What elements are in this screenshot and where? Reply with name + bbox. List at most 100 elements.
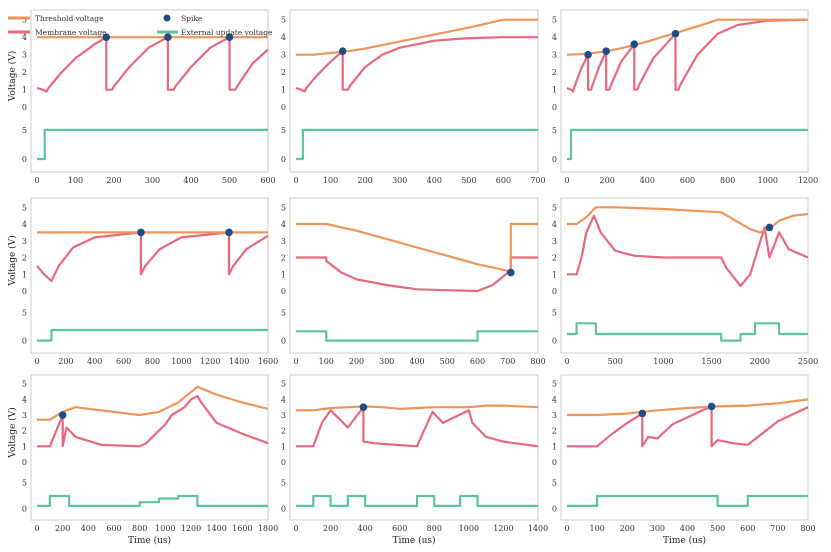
x-tick-label: 600 [116, 357, 131, 366]
y-tick-label: 0 [281, 155, 286, 164]
membrane-voltage-line [296, 256, 538, 293]
y-tick-label: 1 [552, 86, 557, 95]
membrane-voltage-line [566, 18, 809, 93]
y-tick-label: 0 [22, 287, 27, 296]
y-tick-label: 1 [281, 442, 286, 451]
y-axis-label: Voltage (V) [7, 51, 18, 102]
external-update-voltage-line [567, 128, 808, 161]
x-tick-label: 1200 [493, 524, 513, 533]
y-tick-label: 0 [281, 287, 286, 296]
y-tick-label: 3 [22, 51, 27, 60]
x-tick-label: 600 [740, 524, 755, 533]
x-tick-label: 1600 [258, 357, 278, 366]
x-tick-label: 800 [720, 176, 735, 185]
y-tick-label: 4 [552, 220, 557, 229]
y-tick-label: 5 [552, 203, 557, 212]
x-tick-label: 400 [183, 176, 198, 185]
x-tick-label: 0 [564, 176, 569, 185]
x-tick-label: 2000 [750, 357, 770, 366]
threshold-voltage-line [567, 206, 809, 234]
external-update-voltage-line [296, 494, 538, 507]
threshold-voltage-line [296, 222, 538, 272]
spike-marker [225, 33, 234, 42]
y-tick-label: 4 [22, 33, 27, 42]
external-update-voltage-line [567, 322, 808, 342]
x-tick-label: 1000 [758, 176, 778, 185]
y-tick-label: 0 [552, 337, 557, 346]
spike-marker [602, 47, 610, 56]
chart-panel-2: 0 5 0 1 2 3 4 5 0 100 200 300 400 500 600 700 [281, 9, 546, 185]
legend-external-label: External update voltage [181, 28, 273, 37]
x-tick-label: 1200 [200, 357, 220, 366]
y-tick-label: 4 [552, 33, 557, 42]
y-tick-label: 5 [552, 126, 557, 135]
y-tick-label: 0 [552, 458, 557, 467]
plot-frame [30, 197, 269, 354]
spike-marker [359, 403, 368, 411]
x-tick-label: 0 [34, 176, 39, 185]
x-tick-label: 300 [392, 176, 407, 185]
x-tick-label: 2500 [798, 357, 818, 366]
x-tick-label: 600 [496, 176, 511, 185]
spike-marker [102, 33, 111, 42]
y-tick-label: 5 [22, 126, 27, 135]
x-tick-label: 1200 [181, 524, 201, 533]
y-axis-label: Voltage (V) [7, 407, 18, 458]
x-tick-label: 400 [358, 524, 373, 533]
membrane-voltage-line [37, 395, 269, 448]
external-update-voltage-line [567, 494, 808, 507]
x-tick-label: 400 [81, 524, 96, 533]
y-tick-label: 0 [552, 504, 557, 513]
x-tick-label: 700 [770, 524, 785, 533]
x-tick-label: 1000 [155, 524, 175, 533]
x-tick-label: 1500 [701, 357, 721, 366]
x-tick-label: 600 [106, 524, 121, 533]
x-tick-label: 0 [564, 357, 569, 366]
spike-marker [638, 409, 647, 418]
external-update-voltage-line [296, 330, 538, 342]
legend: Threshold voltage Membrane voltage Spike… [8, 14, 273, 37]
chart-panel-6: 0 5 0 1 2 3 4 5 0 500 1000 1500 2000 2500 [552, 197, 818, 366]
spike-marker [58, 411, 67, 419]
x-tick-label: 500 [710, 524, 725, 533]
external-update-voltage-line [37, 128, 268, 161]
membrane-voltage-line [296, 406, 539, 448]
threshold-voltage-line [37, 385, 269, 421]
x-axis-label: Time (us) [663, 535, 706, 546]
x-tick-label: 100 [319, 357, 334, 366]
plot-frame [289, 374, 539, 521]
plot-frame [30, 374, 269, 521]
y-tick-label: 5 [22, 203, 27, 212]
y-tick-label: 1 [22, 270, 27, 279]
plot-frame [560, 374, 809, 521]
y-tick-label: 4 [552, 395, 557, 404]
plot-frame [560, 9, 809, 173]
chart-panel-1: 0 5 0 1 2 3 4 5 0 100 200 300 400 500 600 Voltage (V) [7, 9, 276, 185]
x-axis-label: Time (us) [128, 535, 171, 546]
x-tick-label: 500 [461, 176, 476, 185]
external-update-voltage-line [37, 328, 268, 342]
x-tick-label: 100 [589, 524, 604, 533]
x-tick-label: 800 [145, 357, 160, 366]
y-tick-label: 5 [552, 478, 557, 487]
x-tick-label: 600 [392, 524, 407, 533]
chart-panel-7: 0 5 0 1 2 3 4 5 0 200 400 600 800 1000 1200 1400 1600 180… [7, 374, 278, 546]
x-tick-label: 1400 [206, 524, 226, 533]
y-tick-label: 3 [281, 411, 286, 420]
x-tick-label: 200 [106, 176, 121, 185]
x-tick-label: 500 [440, 357, 455, 366]
x-tick-label: 1400 [229, 357, 249, 366]
plot-frame [289, 9, 539, 173]
y-tick-label: 5 [281, 203, 286, 212]
y-tick-label: 3 [552, 51, 557, 60]
y-tick-label: 4 [281, 395, 286, 404]
x-tick-label: 200 [620, 524, 635, 533]
x-tick-label: 600 [680, 176, 695, 185]
x-tick-label: 400 [409, 357, 424, 366]
x-tick-label: 200 [600, 176, 615, 185]
membrane-voltage-line [295, 36, 538, 93]
y-tick-label: 1 [552, 270, 557, 279]
x-tick-label: 100 [68, 176, 83, 185]
y-tick-label: 3 [22, 411, 27, 420]
x-tick-label: 1200 [798, 176, 818, 185]
